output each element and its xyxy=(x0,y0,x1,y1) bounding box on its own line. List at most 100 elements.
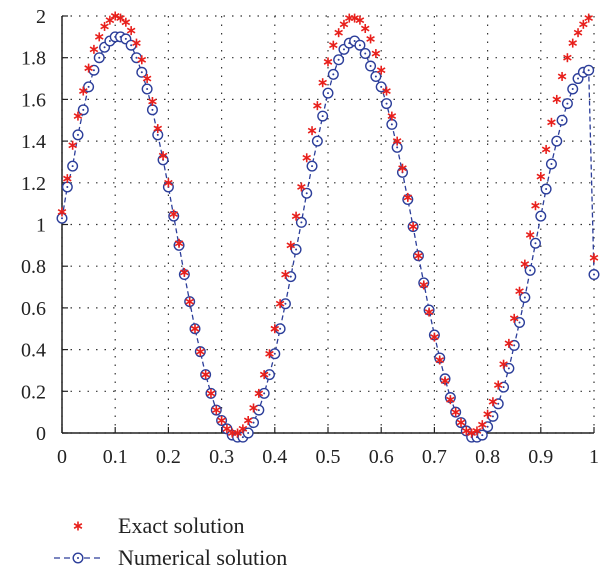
circle-center xyxy=(284,302,287,305)
asterisk-stroke xyxy=(94,33,104,40)
point-numerical xyxy=(583,64,595,76)
circle-center xyxy=(156,133,159,136)
asterisk-stroke xyxy=(515,288,524,295)
asterisk-stroke xyxy=(153,125,163,132)
point-numerical xyxy=(370,70,382,82)
point-numerical xyxy=(274,323,286,335)
point-numerical xyxy=(317,110,329,122)
point-exact xyxy=(467,428,476,438)
point-exact xyxy=(568,38,578,48)
circle-center xyxy=(577,77,580,80)
asterisk-stroke xyxy=(307,127,317,134)
point-numerical xyxy=(152,129,164,141)
point-exact xyxy=(493,380,503,390)
point-numerical xyxy=(258,387,270,399)
x-tick-label: 0.5 xyxy=(316,446,341,468)
circle-center xyxy=(71,165,74,168)
asterisk-stroke xyxy=(78,88,88,95)
point-exact xyxy=(169,209,179,219)
circle-center xyxy=(593,273,595,276)
point-numerical xyxy=(306,160,318,172)
point-exact xyxy=(557,71,567,81)
asterisk-stroke xyxy=(366,35,375,42)
asterisk-stroke xyxy=(238,425,248,432)
point-exact xyxy=(456,418,466,428)
circle-center xyxy=(529,269,532,272)
circle-center xyxy=(252,421,255,424)
point-numerical xyxy=(359,48,371,60)
point-numerical xyxy=(386,118,398,130)
point-exact xyxy=(233,428,242,438)
circle-center xyxy=(321,115,324,118)
circle-center xyxy=(364,52,367,55)
legend: Exact solution Numerical solution xyxy=(50,510,287,574)
x-tick-label: 0.7 xyxy=(422,446,447,468)
asterisk-stroke xyxy=(547,119,556,126)
point-exact xyxy=(57,207,67,217)
circle-center xyxy=(247,432,250,434)
point-exact xyxy=(243,415,253,425)
asterisk-stroke xyxy=(291,213,301,220)
point-exact xyxy=(446,395,455,405)
circle-center xyxy=(300,221,303,224)
x-tick-label: 0.1 xyxy=(103,446,128,468)
point-exact xyxy=(217,415,226,425)
asterisk-stroke xyxy=(525,231,535,238)
point-exact xyxy=(63,174,72,184)
asterisk-stroke xyxy=(451,409,460,416)
point-exact xyxy=(382,86,391,96)
circle-center xyxy=(66,185,69,188)
point-exact xyxy=(541,144,551,154)
asterisk-stroke xyxy=(435,357,445,363)
asterisk-stroke xyxy=(488,398,498,405)
asterisk-stroke xyxy=(275,300,285,307)
point-exact xyxy=(286,240,296,250)
circle-center xyxy=(82,108,85,111)
point-exact xyxy=(158,151,168,161)
asterisk-stroke xyxy=(414,252,423,259)
legend-circle xyxy=(72,552,84,564)
point-exact xyxy=(121,17,131,27)
circle-center xyxy=(327,92,329,95)
point-exact xyxy=(302,153,312,163)
circle-center xyxy=(587,69,590,72)
circle-center xyxy=(130,44,133,47)
asterisk-stroke xyxy=(323,58,333,65)
point-exact xyxy=(78,86,88,96)
circle-dot-marker-icon xyxy=(54,552,102,564)
point-numerical xyxy=(72,129,84,141)
point-exact xyxy=(265,349,274,359)
y-tick-label: 1.6 xyxy=(21,89,46,111)
point-exact xyxy=(137,55,147,65)
circle-center xyxy=(76,133,79,136)
point-numerical xyxy=(146,104,158,116)
y-tick-label: 2 xyxy=(36,6,46,28)
asterisk-stroke xyxy=(121,19,131,26)
asterisk-stroke xyxy=(329,42,338,49)
point-numerical xyxy=(295,216,307,228)
asterisk-stroke xyxy=(472,427,482,434)
asterisk-stroke xyxy=(116,15,125,22)
point-numerical xyxy=(77,104,89,116)
asterisk-stroke xyxy=(270,325,280,332)
legend-item-numerical: Numerical solution xyxy=(50,542,287,574)
circle-center xyxy=(491,415,494,418)
circle-center xyxy=(98,56,101,59)
asterisk-stroke xyxy=(403,194,413,201)
asterisk-stroke xyxy=(531,202,540,209)
point-exact xyxy=(313,101,322,111)
point-numerical xyxy=(492,398,504,410)
point-exact xyxy=(180,267,189,277)
asterisk-stroke xyxy=(132,40,141,47)
circle-center xyxy=(77,557,79,559)
point-exact xyxy=(589,253,599,263)
point-exact xyxy=(110,11,120,21)
asterisk-stroke xyxy=(137,56,147,63)
asterisk-stroke xyxy=(376,67,386,74)
point-exact xyxy=(547,117,556,127)
point-exact xyxy=(408,222,418,232)
point-exact xyxy=(281,270,290,280)
point-exact xyxy=(211,405,221,415)
point-exact xyxy=(318,78,327,88)
asterisk-stroke xyxy=(243,417,253,424)
